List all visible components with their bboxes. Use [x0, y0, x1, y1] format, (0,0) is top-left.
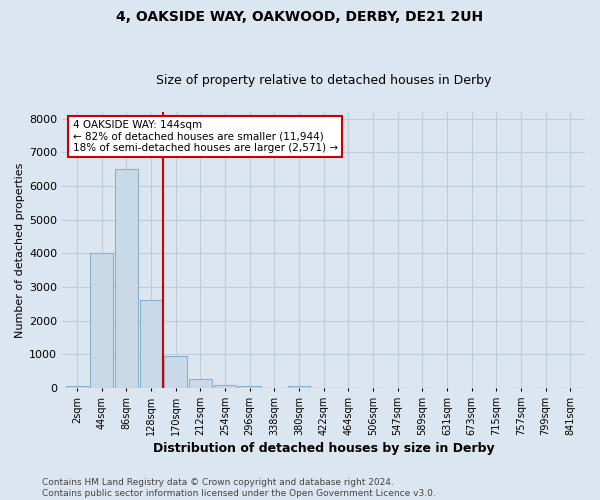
Bar [214, 384, 236, 388]
Text: 4, OAKSIDE WAY, OAKWOOD, DERBY, DE21 2UH: 4, OAKSIDE WAY, OAKWOOD, DERBY, DE21 2UH [116, 10, 484, 24]
Bar [90, 253, 113, 388]
Bar [287, 386, 310, 388]
Bar [140, 300, 162, 388]
Bar [189, 379, 212, 388]
Y-axis label: Number of detached properties: Number of detached properties [15, 162, 25, 338]
X-axis label: Distribution of detached houses by size in Derby: Distribution of detached houses by size … [153, 442, 494, 455]
Text: 4 OAKSIDE WAY: 144sqm
← 82% of detached houses are smaller (11,944)
18% of semi-: 4 OAKSIDE WAY: 144sqm ← 82% of detached … [73, 120, 338, 154]
Bar [238, 386, 261, 388]
Bar [65, 386, 88, 388]
Bar [164, 356, 187, 388]
Title: Size of property relative to detached houses in Derby: Size of property relative to detached ho… [156, 74, 491, 87]
Bar [115, 169, 137, 388]
Text: Contains HM Land Registry data © Crown copyright and database right 2024.
Contai: Contains HM Land Registry data © Crown c… [42, 478, 436, 498]
